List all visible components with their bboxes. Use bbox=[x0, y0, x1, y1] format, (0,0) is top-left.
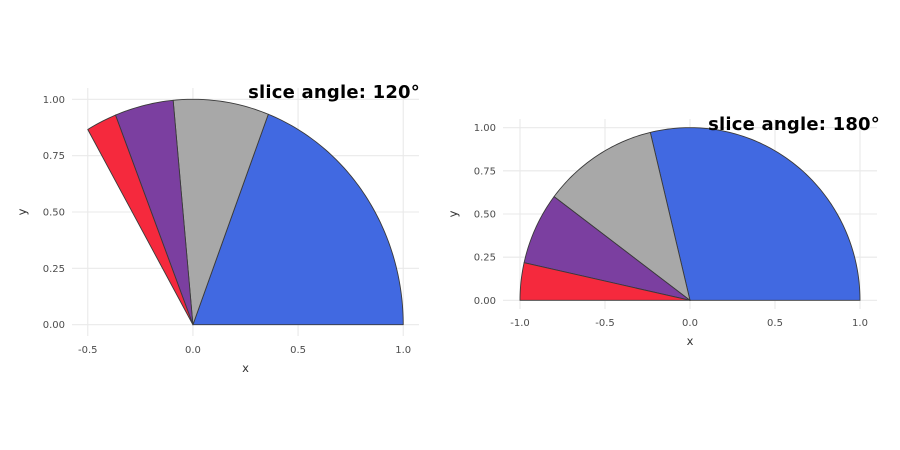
chart-120-title: slice angle: 120° bbox=[248, 82, 420, 103]
x-tick-label: -1.0 bbox=[510, 318, 530, 329]
pie-slice-blue bbox=[649, 127, 861, 301]
x-tick-label: 1.0 bbox=[852, 318, 868, 329]
x-tick-label: 1.0 bbox=[395, 345, 411, 356]
y-axis-label: y bbox=[15, 208, 29, 215]
y-tick-label: 0.25 bbox=[474, 253, 496, 264]
pie-slice-blue bbox=[192, 113, 404, 326]
pie-slice-purple bbox=[115, 99, 194, 326]
chart-180-plot-svg: -1.0 -0.5 0.0 0.5 1.0 0.00 0.25 0.50 0.75 1.00 x y bbox=[450, 119, 877, 348]
y-tick-label: 1.00 bbox=[474, 123, 496, 134]
pie-slice-gray bbox=[553, 131, 691, 301]
x-tick-label: 0.0 bbox=[682, 318, 698, 329]
y-tick-label: 0.50 bbox=[474, 210, 496, 221]
y-tick-label: 0.25 bbox=[43, 264, 65, 275]
chart-slice-angle-180: -1.0-0.50.00.51.00.000.250.500.751.00xy … bbox=[450, 0, 900, 450]
y-tick-label: 1.00 bbox=[43, 95, 65, 106]
x-tick-label: -0.5 bbox=[78, 345, 98, 356]
x-axis-label: x bbox=[687, 334, 694, 348]
pie-slice-red bbox=[519, 262, 691, 301]
y-tick-label: 0.00 bbox=[474, 296, 496, 307]
y-tick-label: 0.75 bbox=[43, 151, 65, 162]
chart-180-title: slice angle: 180° bbox=[708, 114, 880, 135]
pie-slice-gray bbox=[172, 98, 269, 326]
y-tick-label: 0.50 bbox=[43, 208, 65, 219]
chart-120-plot-svg: -0.5 0.0 0.5 1.0 0.00 0.25 0.50 0.75 1.00 x y bbox=[15, 88, 419, 375]
y-tick-label: 0.75 bbox=[474, 166, 496, 177]
x-tick-label: 0.0 bbox=[185, 345, 201, 356]
x-tick-label: -0.5 bbox=[595, 318, 615, 329]
x-tick-label: 0.5 bbox=[290, 345, 306, 356]
y-tick-label: 0.00 bbox=[43, 320, 65, 331]
x-tick-label: 0.5 bbox=[767, 318, 783, 329]
chart-slice-angle-120: -0.5 0.0 0.5 1.0 0.00 0.25 0.50 0.75 1.00 x y slic… bbox=[15, 82, 420, 375]
pie-slice-red bbox=[87, 114, 194, 326]
pie-slice-purple bbox=[523, 196, 691, 301]
x-axis-label: x bbox=[242, 361, 249, 375]
y-axis-label: y bbox=[450, 210, 460, 217]
